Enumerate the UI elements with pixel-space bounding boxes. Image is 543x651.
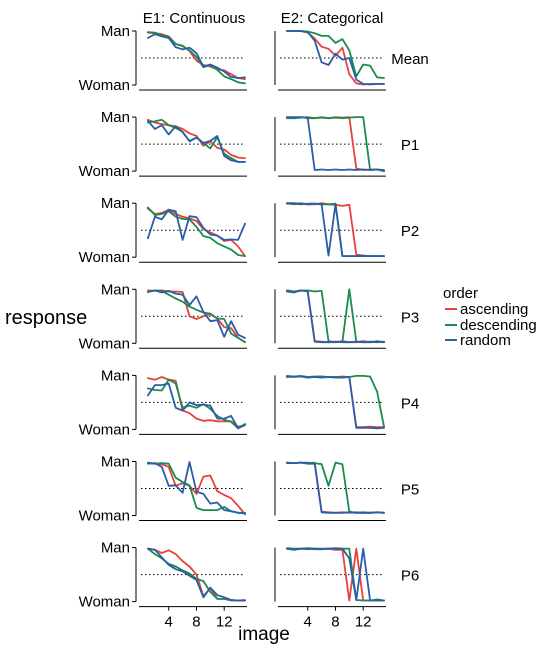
row-label-p1: P1 [401,137,419,154]
x-tick-label-4: 4 [165,614,173,631]
series-line-random [285,375,385,430]
column-title-e1: E1: Continuous [143,10,246,27]
x-tick-label-12: 12 [355,614,372,631]
series-line-random [146,382,246,430]
x-tick-label-12: 12 [216,614,233,631]
x-tick-label-8: 8 [192,614,200,631]
y-tick-label-woman: Woman [79,594,130,611]
row-label-p4: P4 [401,395,419,412]
legend-label-descending: descending [460,317,537,334]
series-line-random [146,547,246,602]
y-tick-label-woman: Woman [79,335,130,352]
series-line-descending [146,31,246,85]
panel-p1-e1: Man Woman [79,109,247,180]
panel-grid: Mean Man Woman P1 Man Woman P2 Man Woman P3 Man Wom… [79,23,429,631]
series-line-random [146,120,246,163]
panel-p3-e2 [274,288,386,349]
x-axis-label: image [238,624,290,645]
series-line-descending [146,461,246,514]
column-title-e2: E2: Categorical [281,10,384,27]
panel-p6-e2: 4 8 12 [274,547,386,631]
panel-p4-e2 [274,374,386,435]
row-label-mean: Mean [391,51,429,68]
series-line-ascending [146,118,246,160]
x-tick-label-4: 4 [304,614,312,631]
series-line-ascending [285,461,385,514]
panel-p4-e1: Man Woman [79,367,247,438]
series-line-descending [285,461,385,514]
y-tick-label-man: Man [101,195,130,212]
y-tick-label-man: Man [101,281,130,298]
y-tick-label-man: Man [101,109,130,126]
y-tick-label-woman: Woman [79,77,130,94]
y-tick-label-woman: Woman [79,508,130,525]
series-line-ascending [146,462,246,516]
y-tick-label-man: Man [101,367,130,384]
series-line-random [146,461,246,515]
row-label-p2: P2 [401,223,419,240]
row-label-p6: P6 [401,568,419,585]
series-line-random [285,116,385,171]
panel-p2-e1: Man Woman [79,195,247,266]
series-line-random [146,208,246,241]
y-tick-label-woman: Woman [79,163,130,180]
panel-p5-e1: Man Woman [79,454,247,525]
panel-mean-e2 [274,30,386,91]
legend-title: order [443,285,478,302]
series-line-descending [285,288,385,344]
series-line-random [146,289,246,339]
series-line-random [285,289,385,344]
panel-p2-e2 [274,202,386,263]
series-line-descending [146,206,246,258]
y-tick-label-man: Man [101,23,130,40]
y-tick-label-woman: Woman [79,421,130,438]
series-line-random [285,461,385,514]
panel-p6-e1: Man Woman 4 8 12 [79,540,247,631]
legend-label-ascending: ascending [460,301,528,318]
panel-p1-e2 [274,116,386,177]
series-line-random [285,202,385,258]
series-line-ascending [285,375,385,429]
series-line-random [285,30,385,86]
y-tick-label-man: Man [101,540,130,557]
series-line-descending [146,378,246,430]
y-axis-label: response [5,307,87,329]
x-tick-label-8: 8 [331,614,339,631]
series-line-random [285,547,385,602]
panel-p3-e1: Man Woman [79,281,247,352]
panel-p5-e2 [274,461,386,521]
row-label-p3: P3 [401,309,419,326]
series-line-descending [285,374,385,428]
legend: order ascending descending random [443,285,537,349]
row-label-p5: P5 [401,482,419,499]
panel-mean-e1: Man Woman [79,23,247,94]
series-line-random [146,33,246,79]
y-tick-label-woman: Woman [79,249,130,266]
y-tick-label-man: Man [101,454,130,471]
legend-label-random: random [460,332,511,349]
